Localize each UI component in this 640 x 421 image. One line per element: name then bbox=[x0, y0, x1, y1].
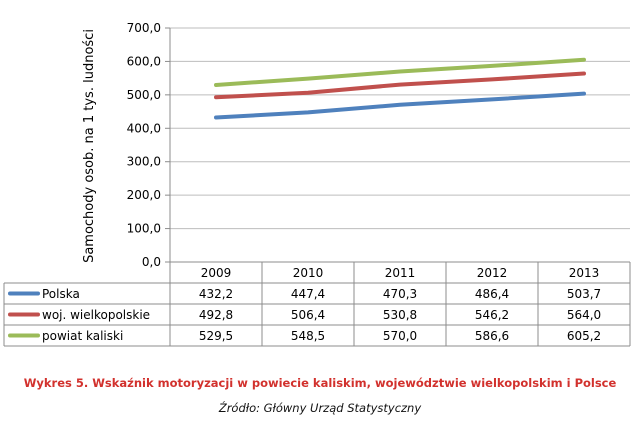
legend-label: woj. wielkopolskie bbox=[42, 308, 150, 322]
data-label: 605,2 bbox=[567, 329, 601, 343]
x-tick-label: 2009 bbox=[201, 266, 232, 280]
data-label: 447,4 bbox=[291, 287, 325, 301]
data-label: 503,7 bbox=[567, 287, 601, 301]
data-table: 2009 2010 2011 2012 2013 Polska 432,2 447,4 470,… bbox=[3, 261, 631, 347]
data-label: 570,0 bbox=[383, 329, 417, 343]
data-label: 486,4 bbox=[475, 287, 509, 301]
y-tick-label: 600,0 bbox=[127, 54, 161, 68]
figure-caption: Wykres 5. Wskaźnik motoryzacji w powieci… bbox=[23, 376, 617, 390]
data-label: 529,5 bbox=[199, 329, 233, 343]
data-label: 470,3 bbox=[383, 287, 417, 301]
y-tick-label: 300,0 bbox=[127, 155, 161, 169]
x-tick-label: 2012 bbox=[477, 266, 508, 280]
y-tick-label: 400,0 bbox=[127, 121, 161, 135]
data-label: 432,2 bbox=[199, 287, 233, 301]
data-label: 546,2 bbox=[475, 308, 509, 322]
y-axis-tick-labels: 0,0 100,0 200,0 300,0 400,0 500,0 600,0 700,0 bbox=[127, 21, 161, 269]
data-label: 492,8 bbox=[199, 308, 233, 322]
x-tick-label: 2013 bbox=[569, 266, 600, 280]
figure-source: Źródło: Główny Urząd Statystyczny bbox=[218, 401, 422, 415]
x-tick-label: 2011 bbox=[385, 266, 416, 280]
legend-label: powiat kaliski bbox=[42, 329, 123, 343]
line-chart: 0,0 100,0 200,0 300,0 400,0 500,0 600,0 700,0 S… bbox=[3, 21, 631, 347]
data-label: 506,4 bbox=[291, 308, 325, 322]
series-line bbox=[214, 71, 586, 100]
y-axis-label: Samochody osob. na 1 tys. ludności bbox=[82, 29, 97, 263]
series-lines bbox=[214, 57, 586, 120]
data-label: 548,5 bbox=[291, 329, 325, 343]
data-label: 586,6 bbox=[475, 329, 509, 343]
y-tick-label: 100,0 bbox=[127, 222, 161, 236]
series-line bbox=[214, 91, 586, 120]
y-tick-label: 500,0 bbox=[127, 88, 161, 102]
y-tick-label: 0,0 bbox=[142, 255, 161, 269]
data-label: 564,0 bbox=[567, 308, 601, 322]
legend-label: Polska bbox=[42, 287, 80, 301]
x-tick-label: 2010 bbox=[293, 266, 324, 280]
y-tick-label: 200,0 bbox=[127, 188, 161, 202]
y-tick-label: 700,0 bbox=[127, 21, 161, 35]
series-line bbox=[214, 57, 586, 87]
data-label: 530,8 bbox=[383, 308, 417, 322]
